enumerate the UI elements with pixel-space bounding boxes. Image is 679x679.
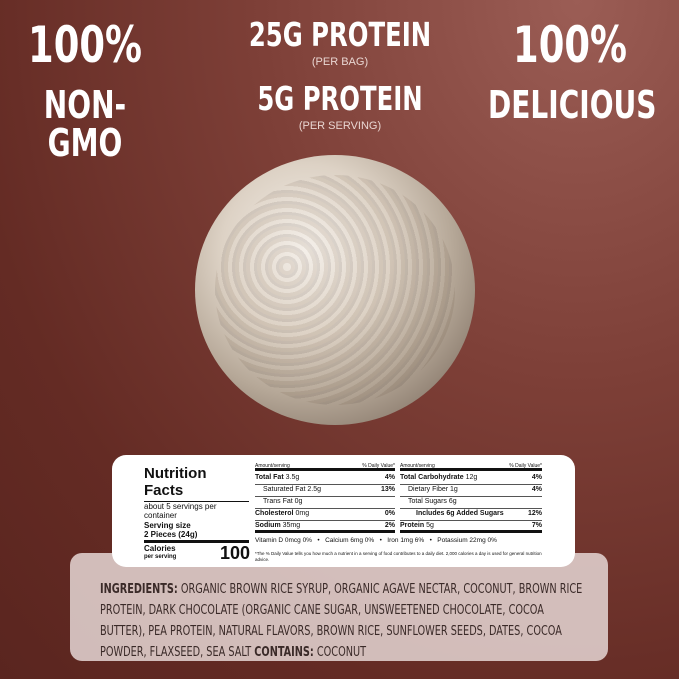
nutrient-dv: 7% <box>531 522 542 529</box>
nutrient-amount: 3.5g <box>285 474 300 481</box>
nutrient-row: Total Fat 3.5g 4% <box>255 473 395 485</box>
vitamins-minerals: Vitamin D 0mcg 0% • Calcium 6mg 0% • Iro… <box>255 537 497 544</box>
servings-per-container: about 5 servings per container <box>144 501 249 520</box>
nutrient-dv: 0% <box>384 510 395 517</box>
nutrient-dv: 13% <box>380 486 395 493</box>
nutrient-amount: 0g <box>294 498 303 505</box>
nutrient-dv: 4% <box>531 486 542 493</box>
claim-right-2: DELICIOUS <box>488 83 657 127</box>
amount-header: Amount/serving <box>255 463 290 469</box>
nutrient-row: Trans Fat 0g <box>255 497 395 509</box>
nutrient-name: Total Sugars <box>408 498 447 505</box>
nutrient-row: Total Sugars 6g <box>400 497 542 509</box>
coconut-protein-ball-image <box>195 155 475 425</box>
nutrient-amount: 0mg <box>295 510 310 517</box>
nutrient-row: Includes 6g Added Sugars 12% <box>400 509 542 521</box>
nutrient-dv: 2% <box>384 522 395 529</box>
nutrient-amount: 6g <box>448 498 457 505</box>
nutrient-name: Total Carbohydrate <box>400 474 464 481</box>
nutrient-name: Includes 6g Added Sugars <box>416 510 504 517</box>
claim-center-1: 25G PROTEIN <box>248 15 432 54</box>
claim-left-1: 100% <box>28 16 142 74</box>
claim-right-1: 100% <box>513 16 627 74</box>
nutrient-row: Total Carbohydrate 12g 4% <box>400 473 542 485</box>
daily-value-footnote: *The % Daily Value tells you how much a … <box>255 551 542 562</box>
contains-text: COCONUT <box>313 644 367 660</box>
nutrient-name: Cholesterol <box>255 510 294 517</box>
nutrient-name: Trans Fat <box>263 498 293 505</box>
ingredients-text: Organic brown rice syrup, organic agave … <box>100 581 583 660</box>
nutrient-name: Total Fat <box>255 474 284 481</box>
nutrient-amount: 2.5g <box>307 486 321 493</box>
ingredients-panel: INGREDIENTS: Organic brown rice syrup, o… <box>70 553 608 661</box>
nutrient-amount: 5g <box>426 522 434 529</box>
claim-center-2-sub: (PER SERVING) <box>298 120 382 132</box>
calories-value: 100 <box>220 543 251 563</box>
nutrient-name: Sodium <box>255 522 281 529</box>
nutrient-amount: 35mg <box>282 522 301 529</box>
nutrient-row: Cholesterol 0mg 0% <box>255 509 395 521</box>
nutrition-title: Nutrition Facts <box>144 465 207 499</box>
ingredients-label: INGREDIENTS: <box>100 581 178 597</box>
nutrient-dv: 4% <box>384 474 395 481</box>
nutrient-name: Dietary Fiber <box>408 486 449 493</box>
amount-header: Amount/serving <box>400 463 435 469</box>
nutrient-name: Saturated Fat <box>263 486 306 493</box>
contains-label: CONTAINS: <box>254 644 314 660</box>
claim-left-2: NON-GMO <box>43 83 127 165</box>
nutrient-row: Protein 5g 7% <box>400 521 542 533</box>
nutrient-dv: 4% <box>531 474 542 481</box>
nutrient-name: Protein <box>400 522 425 529</box>
nutrient-amount: 1g <box>450 486 458 493</box>
nutrient-row: Sodium 35mg 2% <box>255 521 395 533</box>
claim-center-1-sub: (PER BAG) <box>311 56 369 68</box>
calories-label: Calories per serving <box>144 544 177 561</box>
nutrient-row: Dietary Fiber 1g 4% <box>400 485 542 497</box>
nutrient-row: Saturated Fat 2.5g 13% <box>255 485 395 497</box>
dv-header: % Daily Value* <box>362 463 395 469</box>
nutrient-amount: 12g <box>465 474 478 481</box>
serving-size: Serving size 2 Pieces (24g) <box>144 521 198 539</box>
nutrient-dv: 12% <box>527 510 542 517</box>
dv-header: % Daily Value* <box>509 463 542 469</box>
claim-center-2: 5G PROTEIN <box>257 79 423 118</box>
nutrition-facts-label: Nutrition Facts about 5 servings per cont… <box>112 455 575 567</box>
